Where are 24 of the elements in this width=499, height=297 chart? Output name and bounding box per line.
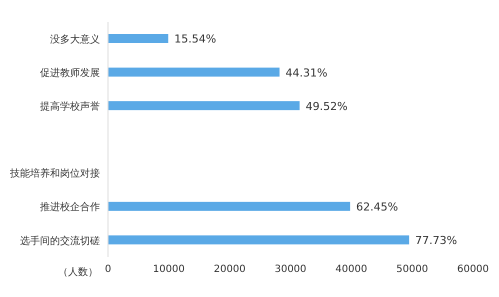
y-tick-label: 推进校企合作 [40,201,100,214]
x-tick-label: 0 [104,264,112,276]
y-tick-label: 技能培养和岗位对接 [9,168,100,180]
bar [108,101,300,110]
annotation: 77.73% [415,234,458,248]
bar [108,34,168,43]
bar [108,202,350,211]
x-tick-label: 50000 [396,264,428,276]
x-tick-label: 20000 [214,264,246,276]
annotation: 15.54% [174,32,216,46]
x-tick-label: 40000 [335,264,368,276]
x-axis-title: （人数） [58,266,98,279]
annotation: 44.31% [286,66,328,80]
x-tick-label: 30000 [274,264,306,276]
y-tick-label: 提高学校声誉 [40,100,100,112]
bar [108,235,410,244]
x-tick-label: 10000 [152,264,185,276]
y-tick-label: 选手间的交流切磋 [20,234,100,247]
annotation: 62.45% [356,200,398,214]
bar [108,68,280,77]
y-tick-label: 没多大意义 [50,33,100,46]
x-tick-label: 60000 [457,264,489,276]
y-tick-label: 促进教师发展 [40,66,100,79]
annotation: 49.52% [306,100,348,113]
